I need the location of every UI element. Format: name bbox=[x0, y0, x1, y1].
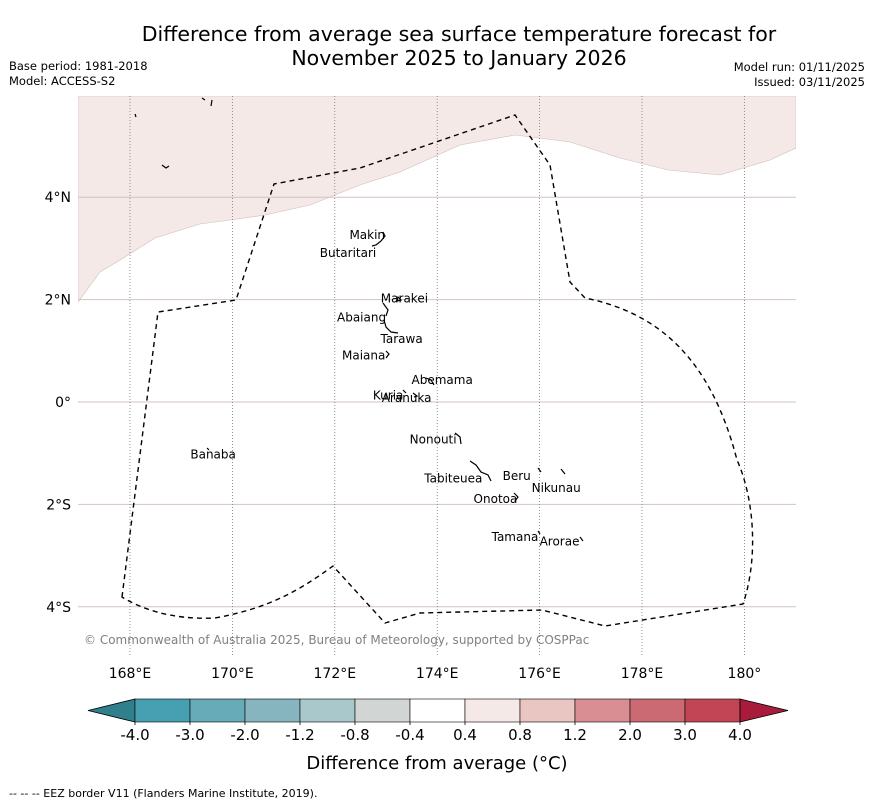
longitude-label: 178°E bbox=[621, 666, 664, 682]
atoll-aranuka bbox=[412, 392, 419, 398]
warm-anomaly-region bbox=[78, 96, 796, 303]
map-title: Difference from average sea surface temp… bbox=[0, 22, 873, 70]
island-label-nonouti: Nonouti bbox=[410, 432, 457, 446]
island-label-banaba: Banaba bbox=[190, 448, 236, 462]
longitude-label: 172°E bbox=[314, 666, 357, 682]
eez-legend-note: -- -- -- EEZ border V11 (Flanders Marine… bbox=[9, 787, 318, 800]
island-label-arorae: Arorae bbox=[540, 535, 580, 549]
colorbar-tick-label: 2.0 bbox=[618, 726, 642, 744]
colorbar-extend-low bbox=[87, 698, 136, 723]
colorbar-swatch bbox=[574, 698, 631, 723]
atoll-abaiang bbox=[382, 302, 389, 317]
island-label-kuria: Kuria bbox=[373, 389, 404, 403]
copyright-notice: © Commonwealth of Australia 2025, Bureau… bbox=[84, 633, 589, 647]
island-label-aranuka: Aranuka bbox=[382, 391, 432, 405]
latitude-label: 4°S bbox=[46, 600, 71, 616]
longitude-label: 176°E bbox=[518, 666, 561, 682]
island-label-makin: Makin bbox=[349, 228, 385, 242]
colorbar-swatch bbox=[189, 698, 246, 723]
island-label-abaiang: Abaiang bbox=[337, 310, 386, 324]
latitude-label: 0° bbox=[55, 395, 71, 411]
colorbar-swatch bbox=[354, 698, 411, 723]
atoll-abemama bbox=[425, 377, 435, 386]
islet-north-3 bbox=[210, 99, 213, 107]
island-label-onotoa: Onotoa bbox=[474, 492, 518, 506]
island-label-maiana: Maiana bbox=[342, 348, 385, 362]
colorbar-tick-label: -2.0 bbox=[230, 726, 259, 744]
colorbar-swatch bbox=[299, 698, 356, 723]
issued-date: Issued: 03/11/2025 bbox=[754, 75, 865, 89]
island-label-tarawa: Tarawa bbox=[380, 332, 423, 346]
colorbar-tick-label: 3.0 bbox=[673, 726, 697, 744]
island-label-nikunau: Nikunau bbox=[532, 481, 581, 495]
latitude-labels: 4°N 2°N 0° 2°S 4°S bbox=[45, 190, 72, 616]
colorbar-tick-label: 4.0 bbox=[728, 726, 752, 744]
eez-border bbox=[121, 114, 754, 627]
atoll-kuria bbox=[402, 389, 407, 394]
model-name: Model: ACCESS-S2 bbox=[9, 74, 116, 88]
colorbar-swatch bbox=[629, 698, 686, 723]
island-label-abemama: Abemama bbox=[412, 373, 473, 387]
island-label-tamana: Tamana bbox=[491, 530, 539, 544]
colorbar-swatch bbox=[519, 698, 576, 723]
islet-north-1 bbox=[134, 113, 137, 118]
base-period: Base period: 1981-2018 bbox=[9, 59, 148, 73]
colorbar-swatch bbox=[684, 698, 741, 723]
latitude-label: 2°N bbox=[45, 293, 71, 309]
grid-meridians bbox=[129, 96, 745, 657]
colorbar-tick-label: -4.0 bbox=[120, 726, 149, 744]
atoll-marakei bbox=[396, 295, 403, 302]
latitude-label: 2°S bbox=[46, 497, 71, 513]
atoll-makin bbox=[380, 231, 386, 242]
model-run: Model run: 01/11/2025 bbox=[733, 60, 865, 74]
colorbar-extend-high bbox=[739, 698, 789, 723]
colorbar-swatch bbox=[134, 698, 191, 723]
colorbar-swatch bbox=[409, 698, 466, 723]
island-labels: Makin Butaritari Marakei Abaiang Tarawa Maian… bbox=[190, 228, 580, 549]
latitude-label: 4°N bbox=[45, 190, 71, 206]
title-line-1: Difference from average sea surface temp… bbox=[141, 22, 777, 46]
colorbar-tick-label: -0.8 bbox=[340, 726, 369, 744]
colorbar-tick-label: 0.4 bbox=[453, 726, 477, 744]
atoll-tabiteuea bbox=[469, 460, 492, 482]
atoll-arorae bbox=[579, 536, 584, 542]
longitude-labels: 168°E 170°E 172°E 174°E 176°E 178°E 180° bbox=[109, 666, 762, 682]
island-label-tabiteuea: Tabiteuea bbox=[423, 472, 482, 486]
longitude-label: 180° bbox=[728, 666, 762, 682]
colorbar-swatch bbox=[464, 698, 521, 723]
islet-north-4 bbox=[161, 164, 170, 169]
atoll-outlines bbox=[134, 97, 584, 542]
islet-north-2 bbox=[201, 97, 206, 101]
atoll-maiana bbox=[385, 350, 390, 359]
island-label-butaritari: Butaritari bbox=[320, 246, 377, 260]
colorbar: -4.0 -3.0 -2.0 -1.2 -0.8 -0.4 0.4 0.8 1.2 2.0 3.0 4… bbox=[87, 698, 789, 744]
colorbar-tick-label: -0.4 bbox=[395, 726, 424, 744]
title-line-2: November 2025 to January 2026 bbox=[291, 46, 627, 70]
island-label-beru: Beru bbox=[503, 469, 531, 483]
meta-right: Model run: 01/11/2025 Issued: 03/11/2025 bbox=[734, 60, 865, 90]
atoll-tarawa bbox=[383, 319, 399, 334]
atoll-nonouti bbox=[454, 432, 462, 445]
colorbar-tick-label: -1.2 bbox=[285, 726, 314, 744]
longitude-label: 170°E bbox=[211, 666, 254, 682]
atoll-butaritari bbox=[371, 240, 382, 247]
atoll-beru bbox=[537, 467, 542, 473]
atoll-banaba bbox=[206, 447, 210, 451]
colorbar-tick-label: 1.2 bbox=[563, 726, 587, 744]
colorbar-label: Difference from average (°C) bbox=[306, 753, 567, 774]
meta-left: Base period: 1981-2018 Model: ACCESS-S2 bbox=[9, 59, 148, 89]
atoll-onotoa bbox=[513, 492, 519, 502]
longitude-label: 174°E bbox=[416, 666, 459, 682]
colorbar-tick-label: -3.0 bbox=[175, 726, 204, 744]
colorbar-tick-label: 0.8 bbox=[508, 726, 532, 744]
atoll-nikunau bbox=[560, 468, 566, 475]
atoll-tamana bbox=[537, 530, 541, 535]
longitude-label: 168°E bbox=[109, 666, 152, 682]
island-label-marakei: Marakei bbox=[381, 292, 428, 306]
colorbar-swatch bbox=[244, 698, 301, 723]
